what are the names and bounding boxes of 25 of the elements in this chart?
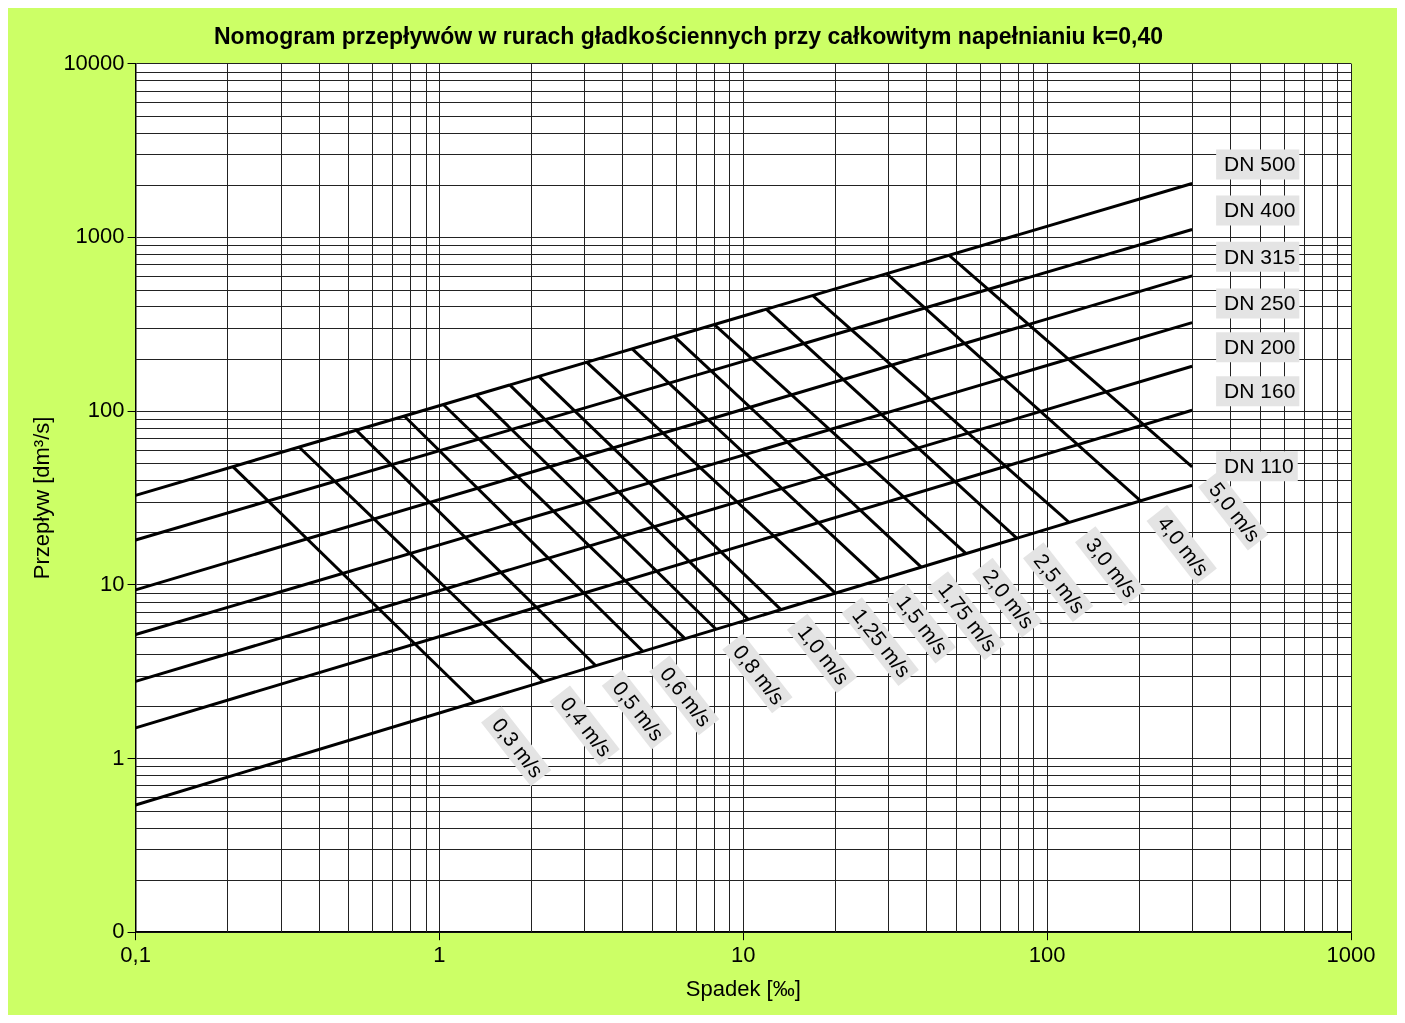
series-label: DN 315	[1224, 244, 1296, 268]
y-tick-label: 1	[112, 744, 125, 770]
x-axis-title: Spadek [‰]	[685, 975, 801, 1001]
x-tick-label: 100	[1028, 942, 1066, 968]
x-tick-label: 1000	[1326, 942, 1376, 968]
series-label: DN 200	[1224, 335, 1296, 359]
x-tick-label: 0,1	[120, 942, 151, 968]
series-label: DN 250	[1224, 291, 1296, 315]
y-tick-label: 10	[100, 570, 125, 596]
series-label: DN 110	[1224, 454, 1294, 478]
text: 0,3 m/s	[487, 713, 549, 782]
y-tick-label: 10000	[63, 49, 125, 75]
text: 0,8 m/s	[728, 640, 790, 709]
y-axis-title: Przepływ [dm³/s]	[29, 416, 55, 580]
series-label: DN 160	[1224, 379, 1296, 403]
text: 1,0 m/s	[793, 620, 855, 689]
x-tick-label: 1	[433, 942, 446, 968]
y-tick-label: 0	[112, 918, 125, 944]
y-tick-label: 100	[87, 397, 125, 423]
series-label: DN 500	[1224, 152, 1296, 176]
series-label: DN 400	[1224, 198, 1296, 222]
text: 3,0 m/s	[1081, 533, 1143, 602]
x-tick-label: 10	[731, 942, 756, 968]
y-tick-label: 1000	[75, 223, 125, 249]
chart-title: Nomogram przepływów w rurach gładkościennych przy całkowitym napełnianiu k=0,40	[213, 23, 1164, 50]
